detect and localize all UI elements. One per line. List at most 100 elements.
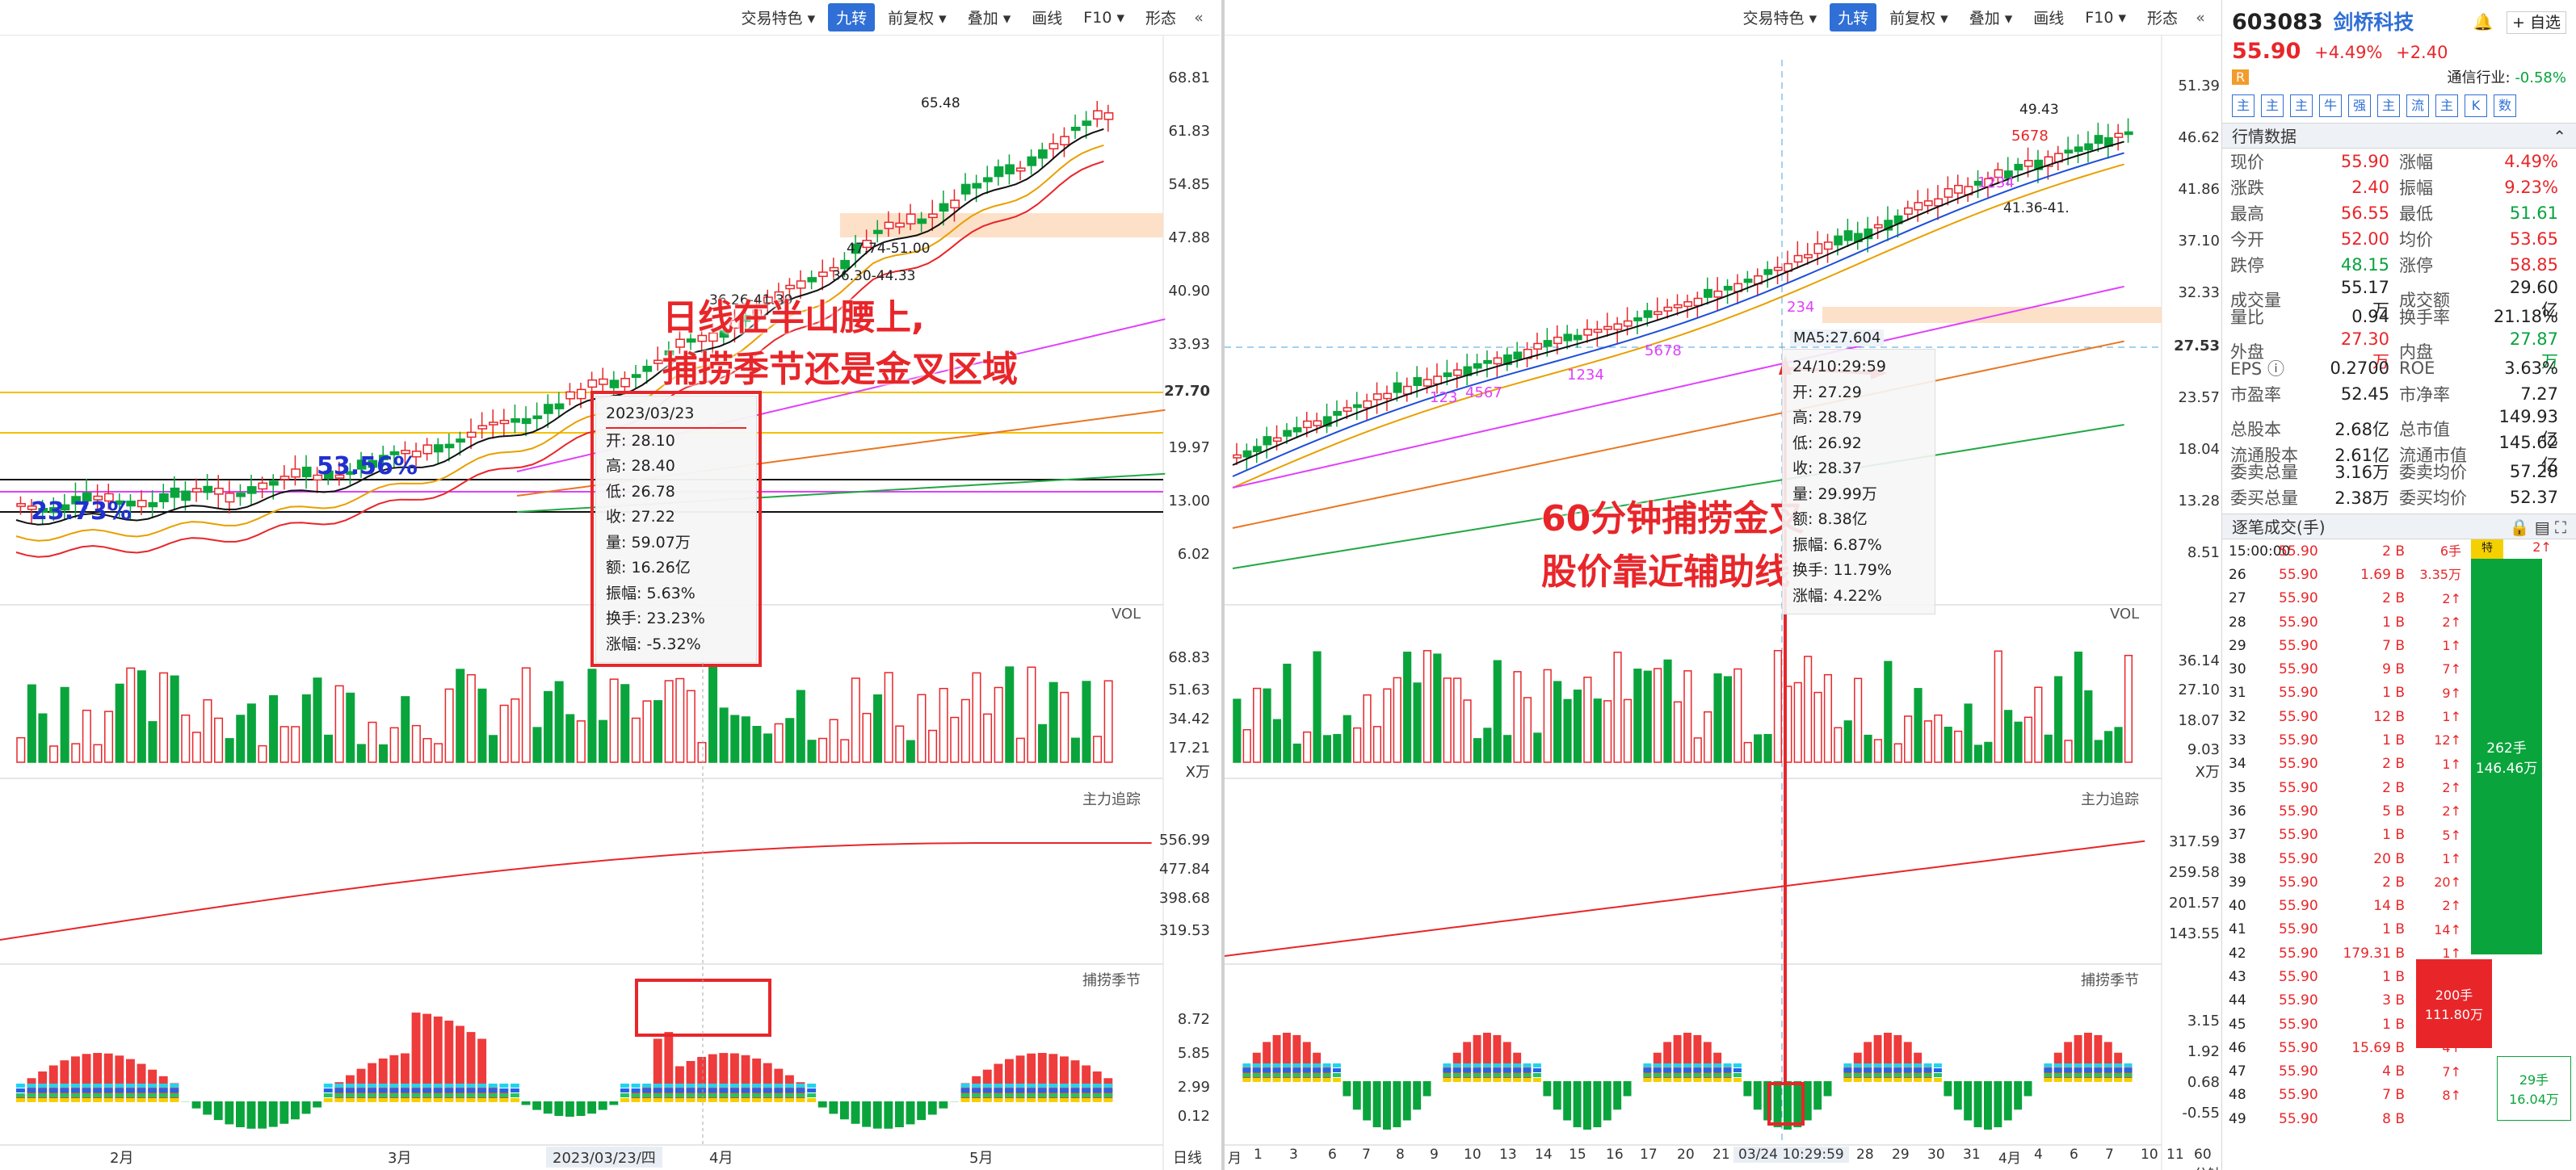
tb-pattern[interactable]: 形态: [1145, 10, 1176, 27]
quote-field-label: 总市值: [2399, 420, 2450, 439]
bell-icon[interactable]: 🔔: [2473, 11, 2494, 31]
tick-mark: 1↑: [2442, 638, 2461, 654]
cl-bar: [598, 1101, 607, 1110]
bull-icon[interactable]: 牛: [2319, 94, 2342, 117]
tb-trade-feature[interactable]: 交易特色 ▾: [741, 10, 816, 27]
cl-bar: [1563, 1081, 1572, 1121]
lock-icon[interactable]: 🔒 ▤ ⛶: [2509, 518, 2566, 537]
quote-field-label: 涨幅: [2399, 153, 2433, 172]
cl-layer: [1683, 1068, 1691, 1072]
mid-vol-tick: 9.03: [2187, 741, 2220, 758]
volume-bar: [2004, 710, 2013, 763]
mid-price-tick: 51.39: [2178, 78, 2220, 94]
cl-layer: [752, 1098, 762, 1102]
cl-layer: [511, 1084, 519, 1088]
stock-code: 603083: [2232, 10, 2323, 35]
tb-draw[interactable]: 画线: [2033, 10, 2065, 27]
tb-jiuzhuan[interactable]: 九转: [828, 3, 876, 31]
mid-date: 3: [1289, 1147, 1298, 1163]
tb-pattern[interactable]: 形态: [2146, 10, 2178, 27]
volume-bar: [719, 707, 729, 763]
quote-section-header[interactable]: 行情数据 ⌃: [2222, 123, 2576, 149]
volume-bar: [1353, 727, 1362, 763]
tb-draw[interactable]: 画线: [1032, 10, 1063, 27]
tb-overlay[interactable]: 叠加 ▾: [967, 10, 1011, 27]
flow-icon[interactable]: 流: [2406, 94, 2429, 117]
cl-layer: [126, 1088, 135, 1092]
tick-row: 46 55.90 15.69 B: [2222, 1036, 2416, 1059]
tb-trade-feature[interactable]: 交易特色 ▾: [1742, 10, 1817, 27]
chevron-up-icon[interactable]: ⌃: [2553, 127, 2566, 146]
candle: [1954, 184, 1963, 194]
volume-bar: [675, 677, 685, 763]
main-icon[interactable]: 主: [2290, 94, 2313, 117]
cl-layer: [1103, 1098, 1113, 1102]
tick-cell: 49: [2229, 1110, 2246, 1127]
cl-bar: [203, 1101, 212, 1115]
cl-layer: [972, 1088, 981, 1092]
cl-layer: [1693, 1063, 1702, 1067]
left-zl-label: 主力追踪: [1082, 791, 1141, 808]
tb-overlay[interactable]: 叠加 ▾: [1969, 10, 2013, 27]
tb-f10[interactable]: F10 ▾: [2085, 8, 2126, 27]
cl-bar: [1070, 1060, 1080, 1101]
cl-layer: [38, 1093, 48, 1097]
tick-cell: 36: [2229, 803, 2246, 820]
volume-bar: [620, 684, 630, 763]
k-icon[interactable]: K: [2465, 94, 2487, 117]
quote-field-label: 振幅: [2399, 178, 2433, 198]
volume-bar: [1303, 731, 1312, 763]
cl-layer: [1683, 1073, 1691, 1077]
tb-fuquan[interactable]: 前复权 ▾: [888, 10, 947, 27]
candle: [1773, 266, 1783, 271]
mid-zl-label: 主力追踪: [2081, 791, 2139, 808]
candle: [1573, 334, 1582, 341]
cl-bar: [137, 1063, 146, 1101]
collapse-icon[interactable]: «: [2196, 8, 2205, 27]
quote-row: 现价 55.90 涨幅 4.49%: [2222, 149, 2576, 174]
candle: [939, 203, 949, 212]
stock-name[interactable]: 剑桥科技: [2333, 10, 2414, 34]
strong-icon[interactable]: 强: [2348, 94, 2371, 117]
tick-cell: 55.90: [2279, 1110, 2318, 1127]
cl-layer: [1893, 1063, 1902, 1067]
main-icon[interactable]: 主: [2377, 94, 2400, 117]
candle: [1804, 254, 1813, 258]
cl-layer: [27, 1098, 36, 1102]
candle: [1713, 290, 1723, 298]
cl-layer: [2064, 1073, 2073, 1077]
cl-layer: [93, 1098, 103, 1102]
cl-layer: [1082, 1098, 1091, 1102]
tick-cell: 55.90: [2279, 590, 2318, 607]
cl-layer: [1673, 1068, 1682, 1072]
volume-bar: [1343, 715, 1351, 763]
main-icon[interactable]: 主: [2435, 94, 2458, 117]
data-icon[interactable]: 数: [2494, 94, 2516, 117]
quote-panel: 603083 剑桥科技 🔔 + 自选 55.90 +4.49% +2.40 R …: [2221, 0, 2576, 1170]
main-icon[interactable]: 主: [2232, 94, 2255, 117]
cl-layer: [456, 1098, 464, 1102]
cl-layer: [1643, 1063, 1652, 1067]
cl-layer: [1092, 1093, 1102, 1097]
candle: [1793, 254, 1803, 263]
industry-label[interactable]: 通信行业:: [2447, 69, 2511, 86]
mid-zl-tick: 143.55: [2169, 925, 2220, 942]
panel-divider[interactable]: [1221, 0, 1225, 1170]
self-select-button[interactable]: + 自选: [2507, 10, 2566, 34]
main-icon[interactable]: 主: [2261, 94, 2284, 117]
tb-fuquan[interactable]: 前复权 ▾: [1889, 10, 1948, 27]
quote-row: 量比 0.94 换手率 21.18%: [2222, 304, 2576, 329]
tb-f10[interactable]: F10 ▾: [1083, 8, 1124, 27]
mid-tooltip-row: 高: 28.79: [1792, 409, 1862, 426]
tb-jiuzhuan[interactable]: 九转: [1830, 3, 1877, 31]
cl-layer: [631, 1098, 641, 1102]
collapse-icon[interactable]: «: [1194, 8, 1204, 27]
quote-field-value: 29.60亿: [2509, 278, 2558, 320]
volume-bar: [1704, 711, 1712, 763]
volume-bar: [884, 672, 893, 763]
cl-layer: [60, 1098, 69, 1102]
cl-layer: [631, 1088, 641, 1092]
cl-layer: [103, 1093, 113, 1097]
left-zl-tick: 398.68: [1159, 890, 1210, 907]
